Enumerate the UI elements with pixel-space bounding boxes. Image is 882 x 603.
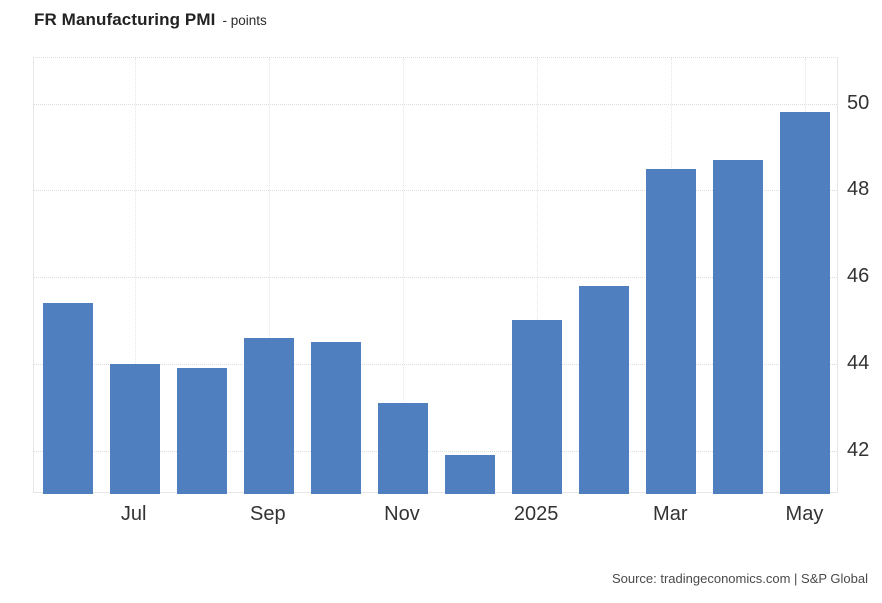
chart-bar xyxy=(42,303,93,494)
chart-bar xyxy=(780,112,831,494)
plot-area xyxy=(33,57,838,494)
x-axis-tick-label: Nov xyxy=(384,503,420,525)
chart-bar xyxy=(176,368,227,494)
x-axis-tick-label: Jul xyxy=(120,503,147,525)
chart-bar xyxy=(377,402,428,494)
y-axis-tick-label: 46 xyxy=(847,265,870,288)
chart-bar xyxy=(579,285,630,494)
x-axis-tick-label: Sep xyxy=(249,503,286,525)
gridline-horizontal xyxy=(34,363,837,365)
gridline-horizontal xyxy=(34,277,837,279)
chart-bar xyxy=(646,168,697,494)
chart-bar xyxy=(109,363,160,494)
chart-bar xyxy=(243,337,294,494)
chart-unit-label: - points xyxy=(222,13,267,28)
gridline-vertical xyxy=(268,58,270,492)
gridline-vertical xyxy=(134,58,136,492)
chart-header: FR Manufacturing PMI - points xyxy=(34,10,267,30)
x-axis-tick-label: 2025 xyxy=(513,503,559,525)
y-axis-tick-label: 44 xyxy=(847,351,870,374)
gridline-horizontal xyxy=(34,450,837,452)
x-axis-tick-label: May xyxy=(785,503,824,525)
gridline-horizontal xyxy=(34,103,837,105)
gridline-horizontal xyxy=(34,190,837,192)
gridline-vertical xyxy=(537,58,539,492)
y-axis-tick-label: 50 xyxy=(847,91,870,114)
y-axis-tick-label: 48 xyxy=(847,178,870,201)
y-axis-tick-label: 42 xyxy=(847,438,870,461)
chart-bar xyxy=(713,159,764,494)
source-attribution: Source: tradingeconomics.com | S&P Globa… xyxy=(611,571,868,586)
chart-bar xyxy=(310,342,361,494)
chart-bar xyxy=(512,320,563,494)
x-axis-tick-label: Mar xyxy=(653,503,688,525)
chart-bar xyxy=(445,454,496,494)
gridline-vertical xyxy=(402,58,404,492)
chart-title: FR Manufacturing PMI xyxy=(34,10,216,29)
